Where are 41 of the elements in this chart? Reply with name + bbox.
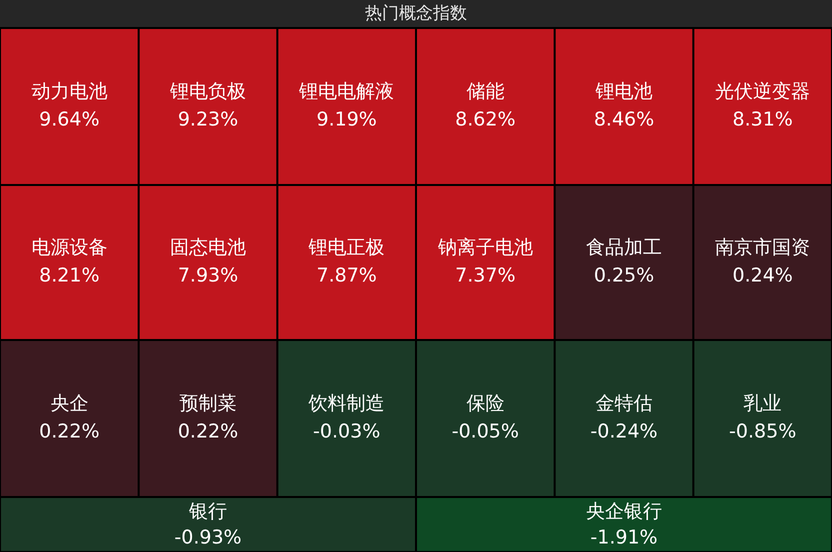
category-label: 锂电正极 [308, 236, 385, 258]
category-label: 乳业 [744, 392, 782, 414]
data-label: 9.64% [39, 108, 100, 130]
category-label: 饮料制造 [308, 392, 385, 414]
category-label: 动力电池 [31, 80, 108, 102]
data-label: 7.87% [316, 264, 377, 286]
data-label: -0.93% [174, 526, 242, 548]
data-label: 8.46% [594, 108, 654, 130]
data-label: 9.23% [178, 108, 238, 130]
category-label: 食品加工 [586, 236, 662, 258]
category-label: 光伏逆变器 [715, 80, 810, 102]
category-label: 央企银行 [586, 500, 662, 522]
data-label: 7.37% [455, 264, 516, 286]
data-label: -0.05% [452, 420, 519, 442]
category-label: 预制菜 [180, 392, 236, 414]
data-label: 0.22% [178, 420, 238, 442]
category-label: 锂电负极 [169, 80, 246, 102]
data-label: 0.24% [732, 264, 793, 286]
category-label: 固态电池 [170, 236, 246, 258]
category-label: 储能 [466, 80, 504, 102]
category-label: 保险 [466, 392, 504, 414]
category-label: 电源设备 [31, 236, 108, 258]
text: 热门概念指数 [365, 3, 467, 24]
data-label: 9.19% [316, 108, 377, 130]
category-label: 金特估 [596, 392, 652, 414]
category-label: 锂电电解液 [298, 80, 394, 102]
data-label: 7.93% [178, 264, 238, 286]
data-label: -0.24% [590, 420, 658, 442]
data-label: 8.62% [455, 108, 516, 130]
data-label: 8.31% [732, 108, 793, 130]
category-label: 央企 [50, 392, 88, 414]
data-label: -0.85% [729, 420, 796, 442]
data-label: 8.21% [39, 264, 100, 286]
data-label: 0.25% [594, 264, 654, 286]
category-label: 锂电池 [594, 80, 652, 102]
category-label: 钠离子电池 [436, 236, 533, 258]
data-label: -0.03% [313, 420, 380, 442]
data-label: -1.91% [590, 526, 658, 548]
category-label: 银行 [188, 500, 227, 522]
category-label: 南京市国资 [715, 236, 810, 258]
data-label: 0.22% [39, 420, 100, 442]
